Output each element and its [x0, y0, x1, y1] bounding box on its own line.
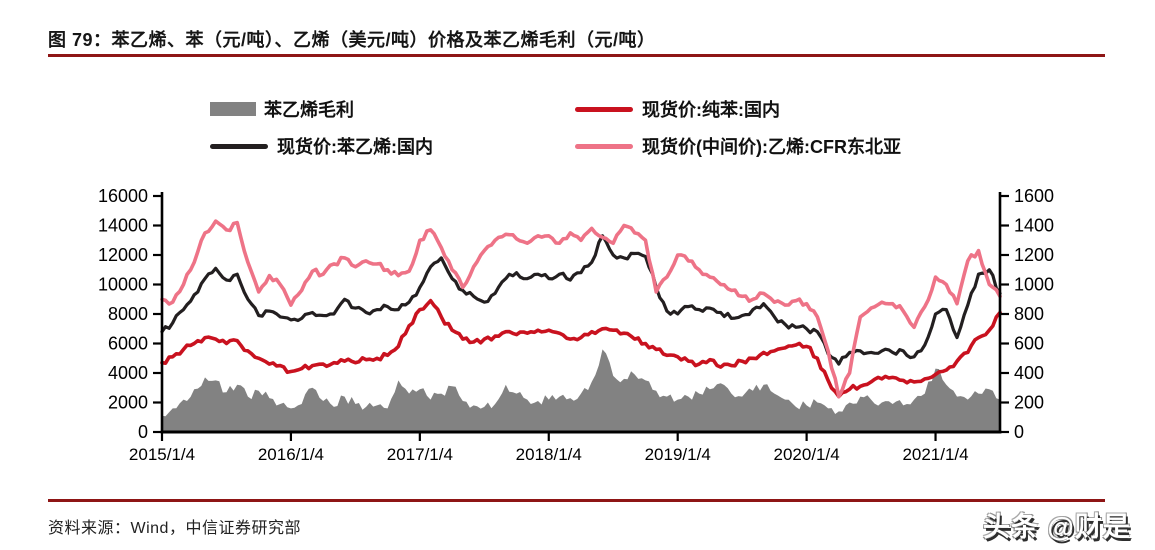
- y-left-tick-label: 8000: [108, 304, 148, 324]
- series-line-3: [160, 219, 1002, 399]
- y-left-tick-label: 12000: [98, 245, 148, 265]
- legend-item: 现货价:纯苯:国内: [575, 96, 901, 122]
- legend-swatch-line: [210, 143, 268, 149]
- y-left-tick-label: 6000: [108, 334, 148, 354]
- watermark: 头条 @财是: [983, 512, 1131, 542]
- y-left-tick-label: 2000: [108, 393, 148, 413]
- legend-label: 苯乙烯毛利: [264, 100, 354, 120]
- y-right-tick-label: 400: [1014, 363, 1044, 383]
- legend-swatch-line: [575, 106, 633, 112]
- x-tick-label: 2020/1/4: [774, 445, 840, 464]
- legend-label: 现货价:苯乙烯:国内: [277, 137, 433, 157]
- x-tick-label: 2017/1/4: [387, 445, 453, 464]
- legend-swatch-line: [575, 143, 633, 149]
- y-right-tick-label: 600: [1014, 334, 1044, 354]
- series-line-1: [160, 234, 1002, 366]
- y-left-tick-label: 14000: [98, 216, 148, 236]
- series-area-margin: [162, 349, 1000, 432]
- x-tick-label: 2021/1/4: [902, 445, 968, 464]
- y-right-tick-label: 1200: [1014, 245, 1054, 265]
- y-right-tick-label: 0: [1014, 422, 1024, 442]
- x-tick-label: 2015/1/4: [129, 445, 195, 464]
- chart-legend: 苯乙烯毛利 现货价:纯苯:国内现货价:苯乙烯:国内 现货价(中间价):乙烯:CFR东…: [210, 96, 901, 159]
- footer-rule: [48, 499, 1105, 502]
- y-right-tick-label: 800: [1014, 304, 1044, 324]
- y-left-tick-label: 10000: [98, 275, 148, 295]
- y-right-tick-label: 1400: [1014, 216, 1054, 236]
- legend-label: 现货价(中间价):乙烯:CFR东北亚: [642, 137, 901, 157]
- y-left-tick-label: 16000: [98, 186, 148, 206]
- y-right-tick-label: 200: [1014, 393, 1044, 413]
- title-underline: [48, 54, 1105, 57]
- y-right-tick-label: 1000: [1014, 275, 1054, 295]
- y-right-tick-label: 1600: [1014, 186, 1054, 206]
- legend-item: 苯乙烯毛利: [210, 96, 575, 122]
- y-left-tick-label: 0: [138, 422, 148, 442]
- figure-title: 图 79：苯乙烯、苯（元/吨）、乙烯（美元/吨）价格及苯乙烯毛利（元/吨）: [48, 30, 656, 50]
- source-note: 资料来源：Wind，中信证券研究部: [48, 520, 301, 537]
- y-left-tick-label: 4000: [108, 363, 148, 383]
- legend-label: 现货价:纯苯:国内: [642, 100, 780, 120]
- legend-item: 现货价(中间价):乙烯:CFR东北亚: [575, 133, 901, 159]
- x-tick-label: 2019/1/4: [645, 445, 711, 464]
- x-tick-label: 2018/1/4: [516, 445, 582, 464]
- series-line-2: [160, 298, 1002, 399]
- legend-item: 现货价:苯乙烯:国内: [210, 133, 575, 159]
- x-tick-label: 2016/1/4: [258, 445, 324, 464]
- legend-swatch-area: [210, 102, 256, 116]
